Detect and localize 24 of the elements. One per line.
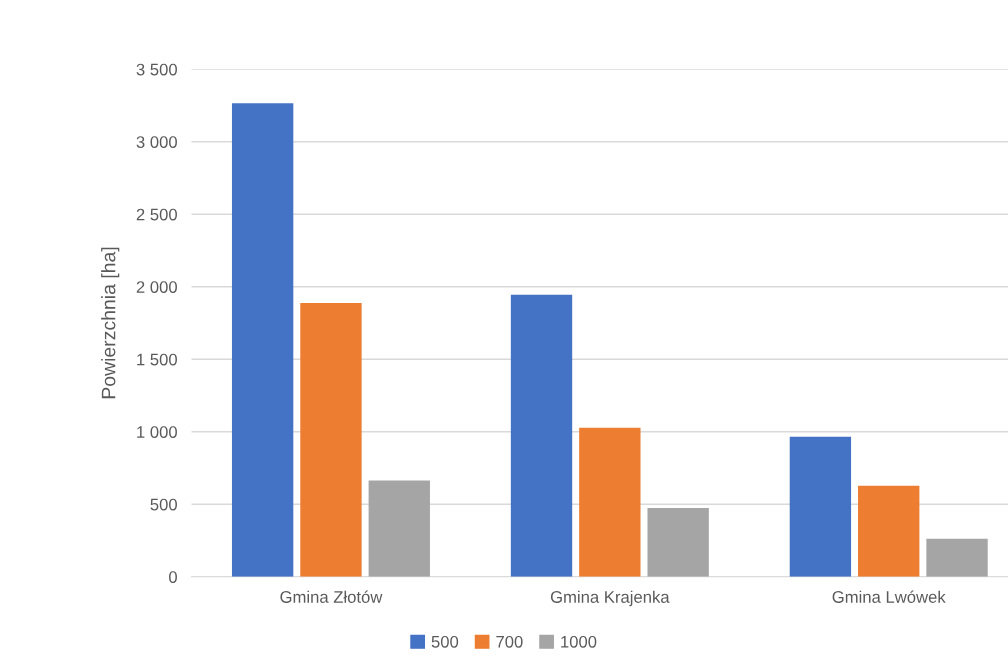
y-tick-label: 1 000 [137, 426, 177, 438]
y-tick-label: 1 500 [137, 353, 177, 366]
y-tick-label: 2 000 [136, 281, 177, 293]
x-tick-label: Gmina Lwówek [832, 590, 946, 603]
legend-label: 700 [496, 635, 523, 648]
bar [231, 103, 294, 577]
bar [510, 294, 573, 577]
bar [647, 507, 709, 577]
y-tick-label: 0 [169, 571, 177, 583]
x-tick-label: Gmina Krajenka [550, 590, 670, 607]
x-tick-label: Gmina Złotów [280, 590, 383, 603]
bar [300, 303, 362, 577]
bar [926, 538, 988, 577]
bar [858, 485, 920, 577]
legend-label: 1000 [561, 635, 597, 648]
y-tick-label: 500 [150, 498, 177, 511]
bar [368, 480, 430, 577]
y-tick-label: 3 500 [136, 63, 177, 76]
y-axis-title: Powierzchnia [ha] [101, 247, 120, 399]
y-tick-label: 2 500 [136, 208, 177, 221]
legend-label: 500 [431, 635, 459, 648]
bar [579, 427, 641, 577]
y-tick-label: 3 000 [136, 136, 177, 148]
bar [789, 436, 852, 577]
